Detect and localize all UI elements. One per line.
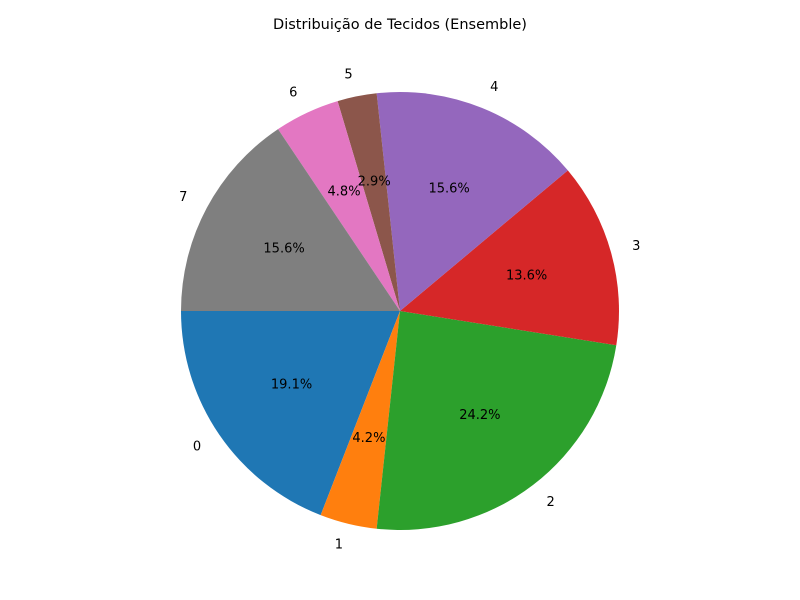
pie-slice-5 [337,93,400,311]
chart-title: Distribuição de Tecidos (Ensemble) [273,17,527,33]
slice-label-1: 1 [335,538,343,553]
slice-label-3: 3 [632,239,640,254]
slice-percent-0: 19.1% [271,378,312,393]
pie-slice-6 [278,101,400,311]
pie-slice-7 [181,129,400,311]
pie-slice-3 [400,170,619,346]
slice-percent-2: 24.2% [459,408,500,423]
slice-label-0: 0 [193,440,201,455]
pie-slice-0 [181,311,400,516]
pie-slices [181,92,619,530]
slice-label-4: 4 [490,80,498,95]
slice-percent-5: 2.9% [358,175,391,190]
slice-percent-4: 15.6% [428,182,469,197]
slice-percent-7: 15.6% [263,242,304,257]
pie-slice-4 [376,92,568,311]
pie-slice-1 [320,311,400,529]
pie-slice-2 [376,311,617,530]
slice-label-7: 7 [179,190,187,205]
slice-label-2: 2 [546,495,554,510]
slice-percent-6: 4.8% [328,185,361,200]
pie-labels: 0 19.1% 1 4.2% 2 24.2% 3 13.6% 4 15.6% 5 2.9% 6 4.8% 7… [179,67,640,552]
slice-label-6: 6 [289,86,297,101]
slice-percent-3: 13.6% [506,268,547,283]
slice-percent-1: 4.2% [352,431,385,446]
slice-label-5: 5 [344,67,352,82]
